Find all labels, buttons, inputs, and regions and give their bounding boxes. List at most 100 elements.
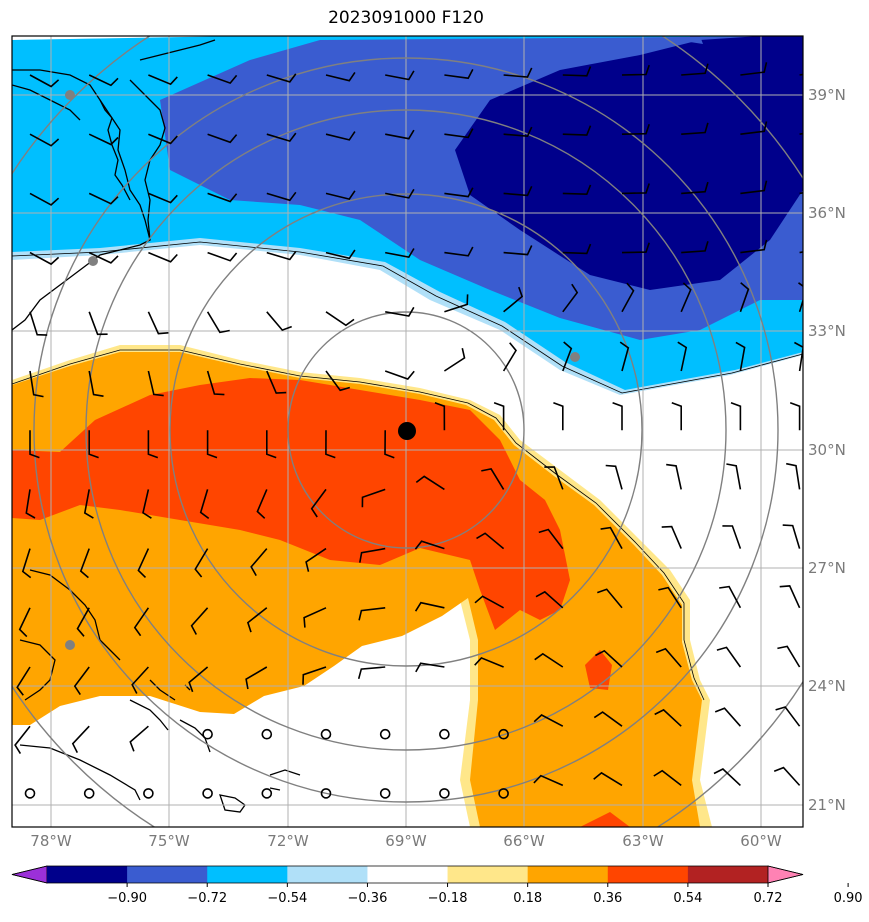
colorbar-tick-label: −0.18 [428, 891, 468, 906]
wind-barb [29, 311, 48, 336]
wind-barb [621, 124, 650, 135]
wind-barb [444, 294, 469, 313]
wind-barb [190, 607, 209, 635]
colorbar: −0.90 −0.72 −0.54 −0.36 −0.18 0.18 0.36 0.54 0.7… [11, 865, 863, 906]
wind-barb [782, 524, 801, 549]
wind-barb [503, 185, 533, 197]
colorbar-segment [127, 866, 208, 883]
wind-barb [266, 191, 297, 202]
wind-barbs [14, 62, 803, 787]
calm-marker [202, 788, 213, 799]
wind-barb [88, 251, 119, 264]
wind-barb [735, 341, 746, 372]
wind-barb [266, 132, 297, 143]
lon-label: 63°W [622, 832, 664, 850]
wind-barb [310, 488, 327, 518]
latitude-labels: 39°N 36°N 33°N 30°N 27°N 24°N 21°N [808, 86, 846, 814]
colorbar-tick-label: −0.72 [187, 891, 227, 906]
wind-barb [303, 607, 327, 628]
calm-marker [439, 728, 450, 740]
map-title: 2023091000 F120 [328, 8, 484, 28]
wind-barb [502, 342, 517, 372]
wind-barb [147, 370, 164, 397]
wind-barb [25, 489, 36, 519]
wind-barb [88, 192, 119, 205]
calm-marker [320, 788, 332, 799]
colorbar-extend-high [767, 865, 804, 884]
wind-barb [16, 666, 31, 696]
wind-barb [680, 282, 692, 313]
wind-barb [325, 249, 356, 260]
lat-label: 24°N [808, 677, 846, 695]
wind-barb [414, 601, 445, 612]
wind-barb [740, 121, 768, 135]
wind-barb [681, 63, 709, 76]
wind-barb [133, 607, 150, 637]
wind-barb [385, 129, 415, 140]
wind-barb [740, 62, 768, 76]
wind-barb [775, 706, 801, 727]
wind-barb [681, 181, 709, 195]
wind-barb [29, 74, 60, 88]
colorbar-segment [287, 866, 368, 883]
wind-barb [88, 370, 104, 397]
wind-barb [595, 649, 623, 668]
colorbar-segment [47, 866, 128, 883]
wind-barb [358, 607, 386, 621]
wind-barb [666, 463, 682, 490]
wind-barb [503, 245, 533, 256]
red-orange-region [12, 378, 570, 630]
wind-barb [88, 133, 119, 146]
wind-barb [21, 548, 32, 579]
wind-barb [612, 402, 623, 431]
wind-barb [357, 666, 386, 680]
wind-barb [207, 251, 238, 262]
colorbar-tick-label: 0.90 [834, 891, 863, 906]
wind-barb [533, 774, 564, 787]
wind-barb [29, 370, 44, 398]
calm-marker [379, 788, 391, 799]
colorbar-segment [207, 866, 288, 883]
wind-barb [740, 180, 768, 195]
wind-barb [677, 341, 688, 372]
wind-barb [18, 607, 31, 638]
wind-barb [359, 547, 386, 563]
wind-barb [716, 646, 742, 668]
colorbar-segment [527, 866, 609, 883]
wind-barb [777, 645, 801, 668]
storm-center-marker [398, 422, 416, 440]
wind-barb [206, 370, 225, 396]
wind-barb [148, 192, 178, 204]
calm-markers [24, 728, 509, 799]
wind-barb [245, 666, 268, 690]
wind-barb [621, 282, 635, 313]
colorbar-tick-label: −0.36 [348, 891, 388, 906]
wind-barb [503, 286, 524, 313]
lon-label: 69°W [385, 832, 427, 850]
colorbar-segment [687, 866, 769, 883]
wind-barb [207, 192, 238, 203]
wind-barb [719, 585, 742, 609]
wind-barb [384, 370, 415, 380]
wind-barb [207, 74, 238, 85]
wind-barb [88, 311, 108, 336]
wind-barb [266, 73, 297, 83]
wind-barb [266, 311, 292, 332]
wind-barb [444, 128, 474, 139]
wind-barb [562, 283, 579, 313]
wind-barb [474, 595, 504, 609]
wind-barb [83, 489, 94, 519]
wind-barb [786, 462, 801, 490]
lon-label: 78°W [30, 832, 72, 850]
wind-barb [71, 725, 90, 753]
colorbar-extend-low [11, 865, 48, 884]
colorbar-outline [11, 865, 804, 884]
calm-marker [83, 788, 95, 799]
wind-barb [444, 246, 474, 257]
wind-barb [681, 122, 709, 135]
wind-barb [474, 656, 504, 668]
wind-barb [661, 525, 682, 549]
colorbar-tick-label: 0.36 [593, 891, 622, 906]
wind-barb [148, 74, 178, 86]
wind-barb [434, 402, 446, 431]
